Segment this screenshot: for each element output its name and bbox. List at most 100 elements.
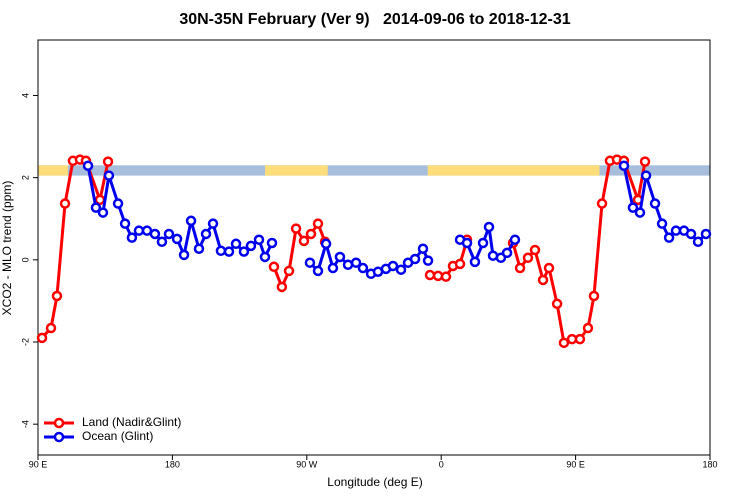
data-point xyxy=(133,225,145,236)
data-point xyxy=(290,223,302,234)
data-point xyxy=(509,234,521,245)
data-point xyxy=(477,237,489,249)
y-tick-label: 0 xyxy=(20,257,30,262)
legend-label: Land (Nadir&Glint) xyxy=(82,415,181,429)
y-axis-title: XCO2 - MLO trend (ppm) xyxy=(0,181,14,316)
data-point xyxy=(387,260,399,272)
data-point xyxy=(558,337,570,349)
x-tick-label: 90 E xyxy=(29,459,48,469)
data-point xyxy=(529,244,541,256)
data-point xyxy=(178,249,190,261)
data-point xyxy=(543,262,555,274)
data-point xyxy=(334,251,346,263)
data-point xyxy=(320,238,332,250)
legend-marker xyxy=(53,431,65,443)
land-band xyxy=(264,165,328,176)
land-band xyxy=(427,165,600,176)
data-point xyxy=(395,264,407,275)
data-point xyxy=(469,256,481,268)
data-point xyxy=(350,257,362,268)
x-tick-label: 0 xyxy=(439,459,444,469)
data-point xyxy=(36,332,48,344)
data-point xyxy=(266,237,278,249)
data-point xyxy=(582,322,594,334)
data-point xyxy=(501,247,513,259)
data-point xyxy=(312,218,324,229)
data-point xyxy=(618,160,630,171)
data-point xyxy=(357,262,369,274)
series-line xyxy=(40,158,647,346)
data-point xyxy=(102,156,114,167)
data-point xyxy=(537,274,549,286)
data-point xyxy=(103,170,115,181)
x-tick-label: 90 E xyxy=(566,459,585,469)
y-tick-label: 2 xyxy=(20,175,30,180)
data-point xyxy=(215,245,227,257)
data-point xyxy=(461,237,473,249)
land-band xyxy=(38,165,68,176)
data-point xyxy=(685,228,697,240)
data-point xyxy=(268,261,280,273)
data-point xyxy=(283,265,295,277)
data-point xyxy=(305,228,317,240)
data-point xyxy=(409,253,421,265)
legend-marker xyxy=(53,417,65,429)
data-point xyxy=(634,207,646,218)
data-point xyxy=(424,269,436,281)
data-point xyxy=(185,215,197,227)
data-point xyxy=(298,235,310,247)
data-point xyxy=(90,202,102,213)
data-point xyxy=(163,228,175,240)
x-tick-label: 90 W xyxy=(296,459,318,469)
data-point xyxy=(82,160,94,171)
data-point xyxy=(59,198,71,209)
data-point xyxy=(522,252,534,264)
data-point xyxy=(588,290,600,302)
data-point xyxy=(417,243,429,254)
data-point xyxy=(45,322,57,334)
data-point xyxy=(700,228,712,240)
data-point xyxy=(230,238,242,250)
data-point xyxy=(514,262,526,274)
data-point xyxy=(663,232,675,243)
data-point xyxy=(112,198,124,209)
data-point xyxy=(551,298,563,310)
data-point xyxy=(259,251,271,263)
legend-label: Ocean (Glint) xyxy=(82,429,153,443)
data-point xyxy=(119,218,131,229)
data-point xyxy=(312,265,324,277)
data-point xyxy=(193,243,205,254)
x-axis-title: Longitude (deg E) xyxy=(327,475,422,489)
data-point xyxy=(649,198,661,209)
data-point xyxy=(639,156,651,167)
data-point xyxy=(574,333,586,345)
data-point xyxy=(253,234,265,245)
y-tick-label: 4 xyxy=(20,93,30,98)
data-point xyxy=(238,246,250,257)
data-point xyxy=(627,202,639,213)
ocean-band xyxy=(38,165,710,176)
data-point xyxy=(304,257,316,268)
y-tick-label: -4 xyxy=(20,420,30,428)
data-point xyxy=(51,290,63,302)
data-point xyxy=(640,170,652,181)
data-point xyxy=(596,198,608,209)
data-point xyxy=(342,259,354,271)
x-tick-label: 180 xyxy=(702,459,717,469)
data-point xyxy=(422,255,434,266)
data-point xyxy=(200,228,212,240)
data-point xyxy=(656,218,668,229)
data-point xyxy=(440,271,452,282)
data-point xyxy=(149,228,161,240)
data-point xyxy=(483,221,495,233)
y-tick-label: -2 xyxy=(20,338,30,346)
data-point xyxy=(327,262,339,274)
data-point xyxy=(245,240,257,252)
data-point xyxy=(454,258,466,270)
plot-frame xyxy=(37,39,711,456)
data-point xyxy=(692,236,704,247)
data-point xyxy=(223,246,235,257)
data-point xyxy=(207,218,219,229)
data-point xyxy=(126,232,138,243)
data-point xyxy=(276,281,288,293)
